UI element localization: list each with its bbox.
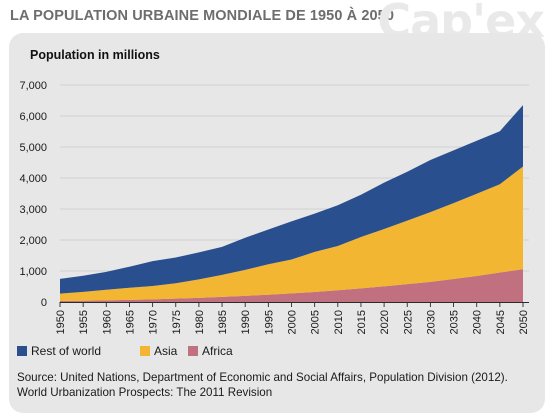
- x-tick-label: 1995: [263, 310, 275, 334]
- x-tick-label: 2040: [472, 310, 484, 334]
- x-tick-label: 2045: [495, 310, 507, 334]
- x-tick-label: 1975: [171, 310, 183, 334]
- legend-label: Africa: [202, 344, 233, 358]
- y-tick-label: 2,000: [19, 235, 47, 247]
- y-tick-label: 1,000: [19, 266, 47, 278]
- area-rest-of-world: [60, 105, 523, 294]
- series-areas: [60, 105, 523, 302]
- y-tick-label: 6,000: [19, 111, 47, 123]
- x-tick-label: 2010: [333, 310, 345, 334]
- x-tick-label: 1965: [124, 310, 136, 334]
- y-tick-label: 7,000: [19, 80, 47, 92]
- x-tick-label: 1950: [55, 310, 67, 334]
- legend-label: Asia: [154, 344, 178, 358]
- legend-item-asia: Asia: [140, 344, 177, 358]
- x-tick-label: 2050: [518, 310, 530, 334]
- area-africa: [60, 269, 523, 302]
- x-tick-label: 1985: [217, 310, 229, 334]
- area-asia: [60, 166, 523, 301]
- x-tick-label: 1955: [78, 310, 90, 334]
- legend-swatch: [188, 346, 198, 356]
- legend-item-rest-of-world: Rest of world: [17, 344, 101, 358]
- legend-swatch: [140, 346, 150, 356]
- legend-item-africa: Africa: [188, 344, 233, 358]
- x-tick-label: 2015: [356, 310, 368, 334]
- x-tick-label: 2020: [379, 310, 391, 334]
- legend-label: Rest of world: [31, 344, 102, 358]
- y-axis-ticks: 0 1,000 2,000 3,000 4,000 5,000 6,000 7,000: [19, 80, 47, 309]
- source-note: Source: United Nations, Department of Ec…: [17, 371, 508, 399]
- x-tick-label: 1990: [240, 310, 252, 334]
- x-tick-label: 1960: [101, 310, 113, 334]
- y-tick-label: 4,000: [19, 173, 47, 185]
- x-tick-label: 1970: [148, 310, 160, 334]
- x-tick-label: 2025: [402, 310, 414, 334]
- y-axis-label: Population in millions: [30, 48, 160, 62]
- x-axis-ticks: 1950 1955 1960 1965 1970 1975 1980 1985 1990 1995…: [55, 302, 530, 334]
- y-tick-label: 5,000: [19, 142, 47, 154]
- x-tick-label: 2005: [310, 310, 322, 334]
- x-tick-label: 2035: [449, 310, 461, 334]
- y-tick-label: 0: [41, 297, 47, 309]
- x-tick-label: 1980: [194, 310, 206, 334]
- x-tick-label: 2000: [287, 310, 299, 334]
- y-tick-label: 3,000: [19, 204, 47, 216]
- x-tick-label: 2030: [425, 310, 437, 334]
- legend-swatch: [17, 346, 27, 356]
- page-title: LA POPULATION URBAINE MONDIALE DE 1950 À…: [10, 8, 394, 24]
